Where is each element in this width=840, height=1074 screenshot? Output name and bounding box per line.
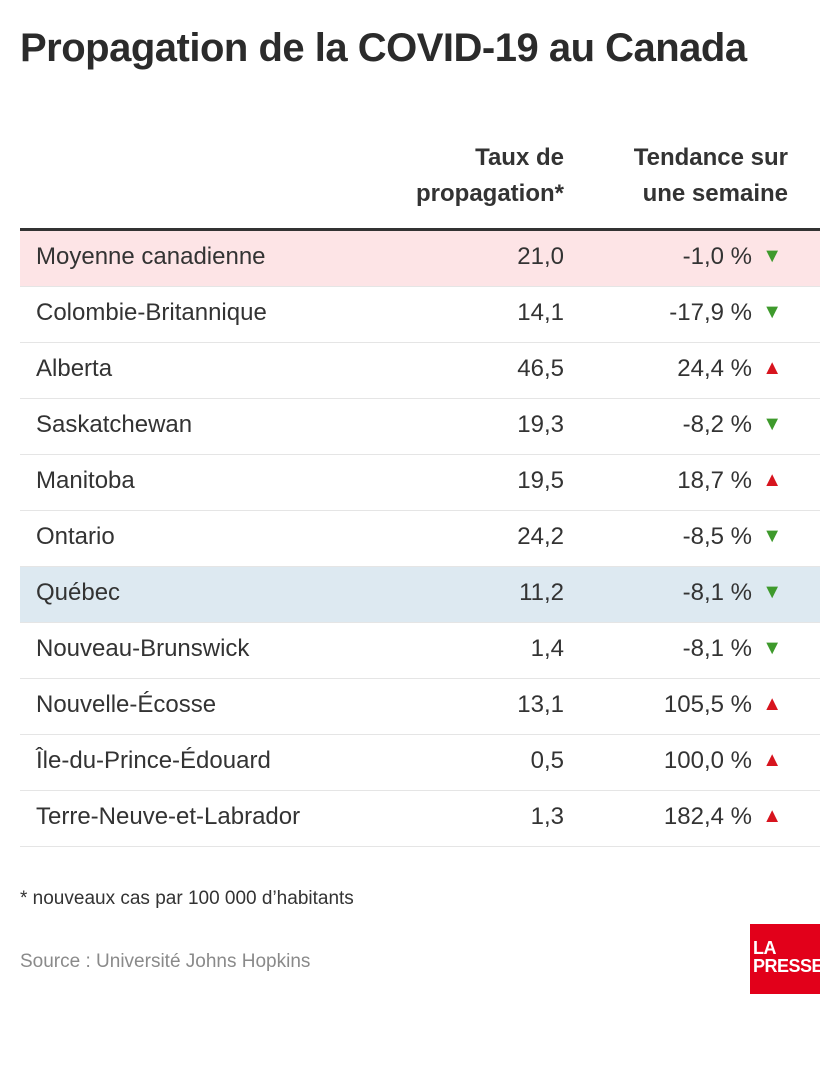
triangle-down-icon: ▼ <box>762 637 782 659</box>
triangle-up-icon: ▲ <box>762 469 782 491</box>
header-line: propagation* <box>416 180 564 207</box>
table-row: Île-du-Prince-Édouard 0,5 100,0 % ▲ <box>20 735 820 791</box>
table-row: Nouveau-Brunswick 1,4 -8,1 % ▼ <box>20 623 820 679</box>
rate-value: 19,3 <box>517 411 564 438</box>
triangle-up-icon: ▲ <box>762 805 782 827</box>
province-name: Alberta <box>36 355 113 382</box>
rate-value: 19,5 <box>517 467 564 494</box>
trend-value: -8,2 % <box>682 411 752 438</box>
footnote: * nouveaux cas par 100 000 d’habitants <box>20 888 354 909</box>
province-name: Terre-Neuve-et-Labrador <box>36 803 301 830</box>
table-row: Québec 11,2 -8,1 % ▼ <box>20 567 820 623</box>
triangle-up-icon: ▲ <box>762 749 782 771</box>
rate-value: 1,3 <box>530 803 564 830</box>
trend-value: -8,1 % <box>682 635 752 662</box>
table-row: Nouvelle-Écosse 13,1 105,5 % ▲ <box>20 679 820 735</box>
header-line: Taux de <box>475 144 564 171</box>
province-name: Moyenne canadienne <box>36 243 266 270</box>
logo-line: LA <box>753 938 777 958</box>
column-header-rate: Taux de propagation* <box>416 140 564 212</box>
triangle-down-icon: ▼ <box>762 581 782 603</box>
province-name: Ontario <box>36 523 115 550</box>
trend-value: -17,9 % <box>669 299 752 326</box>
rate-value: 1,4 <box>530 635 564 662</box>
province-name: Nouvelle-Écosse <box>36 691 217 718</box>
header-line: Tendance sur <box>633 144 788 171</box>
trend-value: -8,1 % <box>682 579 752 606</box>
rate-value: 0,5 <box>530 747 564 774</box>
table-row: Colombie-Britannique 14,1 -17,9 % ▼ <box>20 287 820 343</box>
rate-value: 21,0 <box>517 243 564 270</box>
trend-value: 18,7 % <box>677 467 752 494</box>
trend-value: 24,4 % <box>677 355 752 382</box>
table-row: Alberta 46,5 24,4 % ▲ <box>20 343 820 399</box>
table-row: Moyenne canadienne 21,0 -1,0 % ▼ <box>20 231 820 287</box>
trend-value: 182,4 % <box>663 803 752 830</box>
source: Source : Université Johns Hopkins <box>20 951 311 972</box>
province-name: Québec <box>36 579 121 606</box>
logo-line: PRESSE <box>753 956 824 976</box>
triangle-up-icon: ▲ <box>762 693 782 715</box>
province-name: Île-du-Prince-Édouard <box>36 747 271 774</box>
province-name: Colombie-Britannique <box>36 299 267 326</box>
triangle-down-icon: ▼ <box>762 413 782 435</box>
rate-value: 24,2 <box>517 523 564 550</box>
triangle-up-icon: ▲ <box>762 357 782 379</box>
trend-value: -8,5 % <box>682 523 752 550</box>
column-header-trend: Tendance sur une semaine <box>634 140 788 212</box>
table-row: Manitoba 19,5 18,7 % ▲ <box>20 455 820 511</box>
page-title: Propagation de la COVID-19 au Canada <box>20 26 747 70</box>
table-row: Saskatchewan 19,3 -8,2 % ▼ <box>20 399 820 455</box>
rate-value: 46,5 <box>517 355 564 382</box>
trend-value: 100,0 % <box>663 747 752 774</box>
trend-value: -1,0 % <box>682 243 752 270</box>
rate-value: 13,1 <box>517 691 564 718</box>
triangle-down-icon: ▼ <box>762 525 782 547</box>
province-name: Saskatchewan <box>36 411 193 438</box>
header-line: une semaine <box>642 180 788 207</box>
table-row: Ontario 24,2 -8,5 % ▼ <box>20 511 820 567</box>
province-name: Nouveau-Brunswick <box>36 635 250 662</box>
la-presse-logo: LA PRESSE <box>750 924 824 994</box>
header-divider <box>20 228 820 231</box>
table-body: Moyenne canadienne 21,0 -1,0 % ▼ Colombie-Br… <box>20 231 820 847</box>
triangle-down-icon: ▼ <box>762 301 782 323</box>
province-name: Manitoba <box>36 467 135 494</box>
rate-value: 14,1 <box>517 299 564 326</box>
triangle-down-icon: ▼ <box>762 245 782 267</box>
rate-value: 11,2 <box>519 579 564 606</box>
table-row: Terre-Neuve-et-Labrador 1,3 182,4 % ▲ <box>20 791 820 847</box>
trend-value: 105,5 % <box>663 691 752 718</box>
